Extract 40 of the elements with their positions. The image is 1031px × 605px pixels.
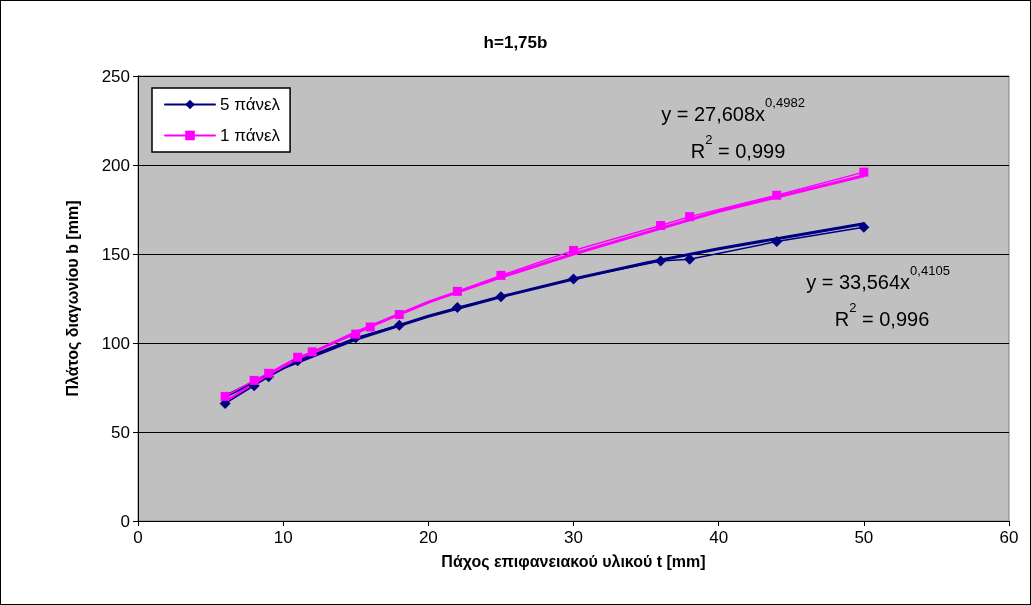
point [220,391,230,401]
legend-label: 1 πάνελ [220,126,281,145]
y-axis-title: Πλάτος διαγωνίου b [mm] [63,200,82,397]
y-tick-label: 50 [111,422,130,442]
legend-label: 5 πάνελ [220,95,281,114]
point [365,322,375,332]
point [264,368,274,378]
point [451,301,463,313]
point [496,270,506,280]
y-tick-label: 200 [101,155,130,175]
point [655,255,667,267]
point [452,286,462,296]
point [772,190,782,200]
chart-title: h=1,75b [483,33,548,52]
x-tick-label: 30 [564,528,583,547]
x-tick-label: 10 [273,528,293,547]
point [568,273,579,285]
y-tick-label: 150 [101,244,130,264]
x-axis-title: Πάχος επιφανειακού υλικού t [mm] [441,552,706,571]
y-tick-label: 100 [101,333,130,353]
x-tick-label: 50 [854,528,874,547]
point [569,245,578,255]
point [771,236,783,248]
point [859,167,869,177]
point [307,347,317,357]
point [393,319,405,331]
point [858,221,870,233]
y-tick-label: 0 [120,511,130,531]
point [495,291,507,303]
point [394,310,404,320]
point [293,352,303,362]
point [351,329,361,339]
point [685,212,695,222]
point [249,375,259,385]
y-tick-label: 250 [101,66,130,86]
x-tick-label: 40 [709,528,729,547]
x-tick-label: 60 [999,528,1019,547]
x-tick-label: 0 [133,528,143,547]
x-tick-label: 20 [418,528,438,547]
point [656,221,666,231]
